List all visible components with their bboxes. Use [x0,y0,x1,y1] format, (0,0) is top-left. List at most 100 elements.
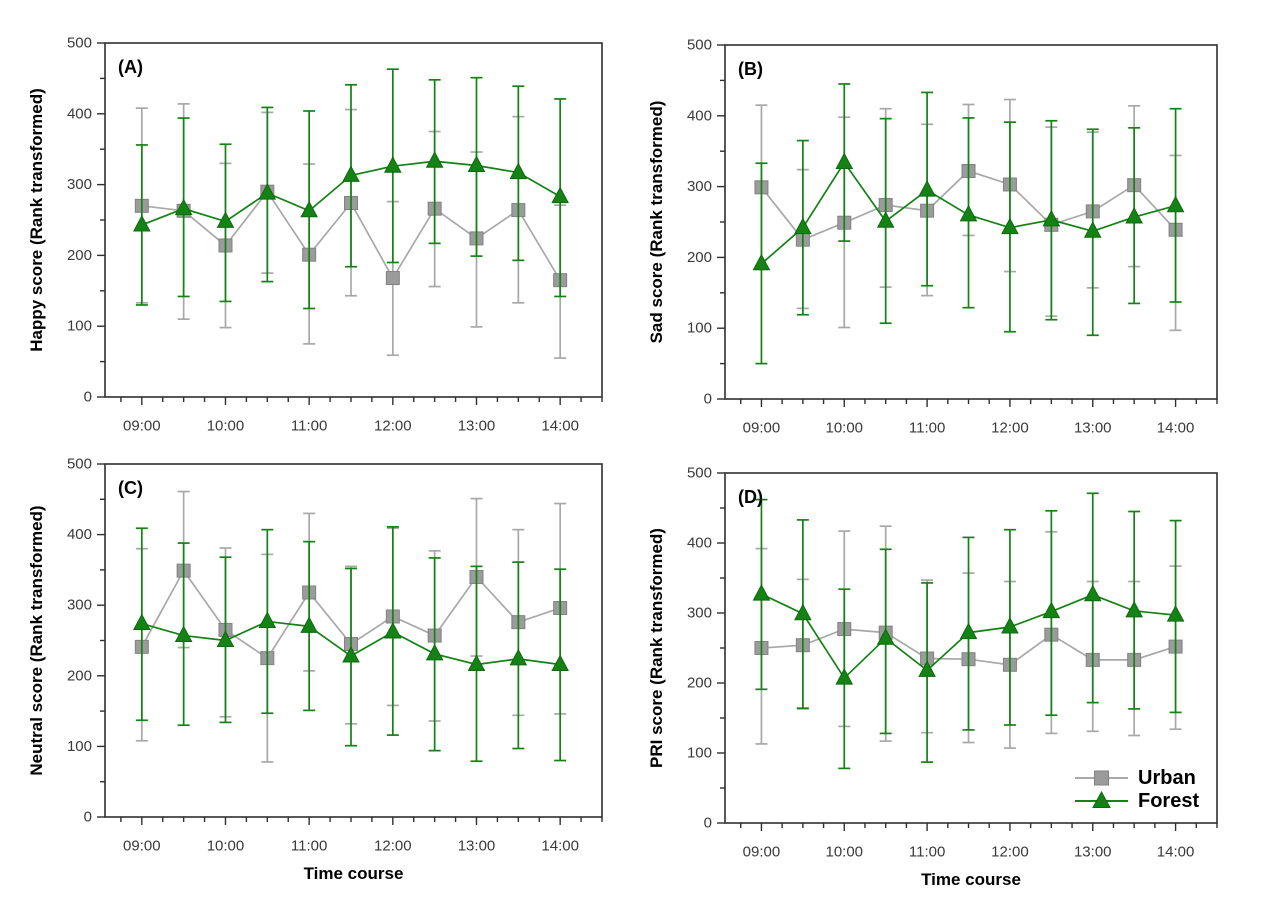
x-tick-label: 14:00 [1157,843,1195,860]
forest-triangle-marker [132,214,151,232]
forest-triangle-marker [1083,221,1102,238]
x-tick-label: 09:00 [743,843,781,860]
y-tick-label: 500 [687,465,712,482]
forest-triangle-marker [258,611,277,628]
y-tick-label: 300 [687,605,712,622]
forest-triangle-marker [425,151,444,168]
x-tick-label: 11:00 [291,417,327,434]
y-tick-label: 0 [704,391,712,408]
y-tick-label: 300 [687,178,712,195]
y-tick-label: 0 [84,389,92,406]
x-tick-label: 14:00 [541,417,579,434]
panel-letter-label: (A) [118,57,143,77]
x-tick-label: 13:00 [458,417,496,434]
forest-triangle-marker [959,204,978,222]
y-tick-label: 200 [67,247,92,264]
forest-triangle-marker [959,622,978,640]
forest-triangle-marker [467,654,486,672]
x-tick-label: 09:00 [743,419,781,436]
legend-item-forest: Forest [1075,790,1199,812]
x-tick-label: 13:00 [1074,419,1112,436]
forest-triangle-marker [467,155,486,172]
series-forest [752,83,1185,365]
forest-triangle-marker [383,621,402,639]
forest-triangle-marker [794,603,812,621]
forest-triangle-marker [1042,601,1061,619]
forest-triangle-marker [551,186,569,204]
x-tick-label: 14:00 [1157,419,1195,436]
forest-triangle-marker [752,253,771,271]
legend-label: Forest [1138,790,1199,812]
forest-triangle-marker [342,165,360,182]
forest-triangle-marker [258,183,277,200]
y-tick-label: 400 [67,526,92,543]
y-tick-label: 100 [67,738,92,755]
y-tick-label: 500 [67,456,92,473]
x-axis-title: Time course [921,870,1021,889]
panel-letter-label: (C) [118,478,143,498]
panel-d: 0 100 200 300 400 500 09:00 10:00 11:00 12:00 13:0… [647,465,1218,889]
y-tick-label: 400 [687,535,712,552]
y-tick-label: 400 [687,107,712,124]
x-tick-label: 10:00 [207,417,245,434]
forest-triangle-marker [509,648,528,666]
legend-square-marker [1094,770,1109,786]
forest-triangle-marker [174,198,193,216]
forest-triangle-marker [835,668,854,685]
forest-triangle-marker [835,152,854,170]
y-tick-label: 500 [687,37,712,54]
forest-triangle-marker [1001,217,1019,235]
forest-triangle-marker [216,211,235,228]
legend-label: Urban [1138,767,1196,789]
urban-square-marker [385,271,400,286]
series-forest [132,525,569,763]
x-tick-label: 12:00 [374,417,412,434]
legend-triangle-marker [1092,790,1111,808]
y-tick-label: 400 [67,105,92,122]
x-tick-label: 11:00 [909,843,945,860]
y-axis-title: PRI score (Rank transformed) [647,528,666,768]
forest-triangle-marker [509,162,528,180]
y-tick-label: 100 [687,745,712,762]
plot-frame [724,44,1218,400]
forest-triangle-marker [174,625,193,643]
series-forest [752,492,1185,770]
x-tick-label: 12:00 [374,837,412,854]
x-tick-label: 09:00 [123,837,161,854]
y-tick-label: 500 [67,35,92,52]
panel-a: 0 100 200 300 400 500 09:00 10:00 11:00 12:00 13:0… [27,35,603,434]
y-tick-label: 300 [67,176,92,193]
forest-triangle-marker [300,200,318,218]
x-tick-label: 10:00 [825,419,863,436]
y-axis-title: Happy score (Rank transformed) [27,88,46,352]
forest-triangle-marker [1166,605,1185,622]
x-tick-label: 12:00 [991,419,1029,436]
x-axis-title: Time course [304,864,404,883]
x-tick-label: 10:00 [207,837,245,854]
y-axis-title: Sad score (Rank transformed) [647,101,666,344]
forest-triangle-marker [876,628,895,645]
forest-triangle-marker [216,630,235,647]
x-tick-label: 14:00 [541,837,579,854]
forest-triangle-marker [300,616,318,633]
forest-triangle-marker [1166,195,1185,213]
forest-triangle-marker [425,643,444,661]
x-tick-label: 13:00 [1074,843,1112,860]
y-tick-label: 100 [67,318,92,335]
forest-triangle-marker [383,156,402,173]
y-tick-label: 0 [84,809,92,826]
y-tick-label: 200 [687,675,712,692]
forest-triangle-marker [342,645,360,663]
y-axis-title: Neutral score (Rank transformed) [27,505,46,775]
forest-triangle-marker [1083,584,1102,602]
panel-c: 0 100 200 300 400 500 09:00 10:00 11:00 12:00 13:0… [27,456,603,883]
forest-triangle-marker [876,211,895,228]
forest-triangle-marker [752,584,771,601]
y-tick-label: 0 [704,815,712,832]
plot-frame [104,42,603,398]
x-tick-label: 13:00 [458,837,496,854]
y-tick-label: 100 [687,320,712,337]
